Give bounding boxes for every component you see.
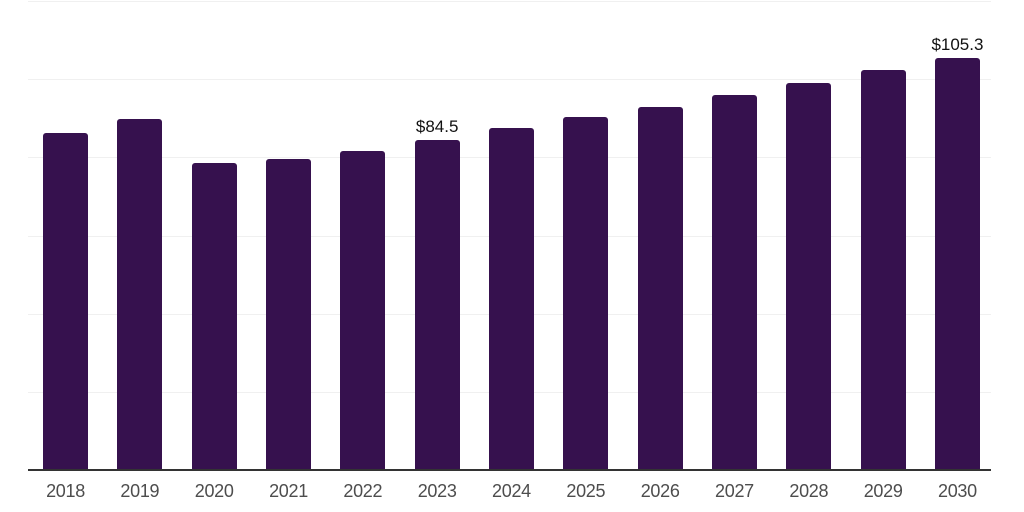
x-tick-label: 2018	[46, 481, 85, 501]
bar	[860, 70, 906, 470]
gridline	[28, 1, 991, 2]
bar	[414, 139, 460, 470]
bar	[637, 106, 683, 470]
bar-cell	[563, 1, 609, 470]
x-tick-label: 2022	[343, 481, 383, 501]
bars-row: $84.5 $105.3	[43, 1, 983, 470]
bar-cell	[265, 1, 311, 470]
x-tick-label: 2030	[938, 481, 977, 501]
x-tick-label: 2020	[194, 481, 234, 501]
x-axis-labels: 2018 2019 2020 2021 2022 2023 2024 2025 2026 2027…	[43, 481, 980, 502]
bar	[43, 132, 88, 470]
bar-cell	[117, 1, 163, 470]
bar-cell: $105.3	[931, 1, 983, 470]
bar-cell	[637, 1, 683, 470]
bar	[488, 128, 534, 470]
bar-cell	[786, 1, 832, 470]
x-tick-label: 2029	[863, 481, 903, 501]
bar	[265, 158, 311, 470]
gridline	[28, 79, 991, 81]
bar-cell	[860, 1, 906, 470]
x-axis-line	[28, 469, 991, 471]
bar	[117, 119, 163, 470]
bar	[934, 58, 980, 470]
x-tick-label: 2019	[120, 481, 160, 501]
bar-value-label: $84.5	[415, 116, 459, 136]
x-tick-label: 2027	[715, 481, 754, 501]
bar-cell: $84.5	[414, 1, 460, 470]
bar	[786, 83, 832, 470]
bar-cell	[488, 1, 534, 470]
x-tick-label: 2024	[492, 481, 531, 501]
x-tick-label: 2025	[566, 481, 606, 501]
x-tick-label: 2026	[640, 481, 680, 501]
x-tick-label: 2028	[789, 481, 829, 501]
bar-cell	[711, 1, 757, 470]
bar	[711, 94, 757, 470]
bar-cell	[43, 1, 88, 470]
x-tick-label: 2023	[417, 481, 457, 501]
bar	[340, 150, 386, 470]
bar	[191, 162, 237, 470]
bar-cell	[340, 1, 386, 470]
bar-cell	[191, 1, 237, 470]
x-tick-label: 2021	[269, 481, 308, 501]
bar	[563, 117, 609, 470]
bar-value-label: $105.3	[931, 35, 984, 55]
